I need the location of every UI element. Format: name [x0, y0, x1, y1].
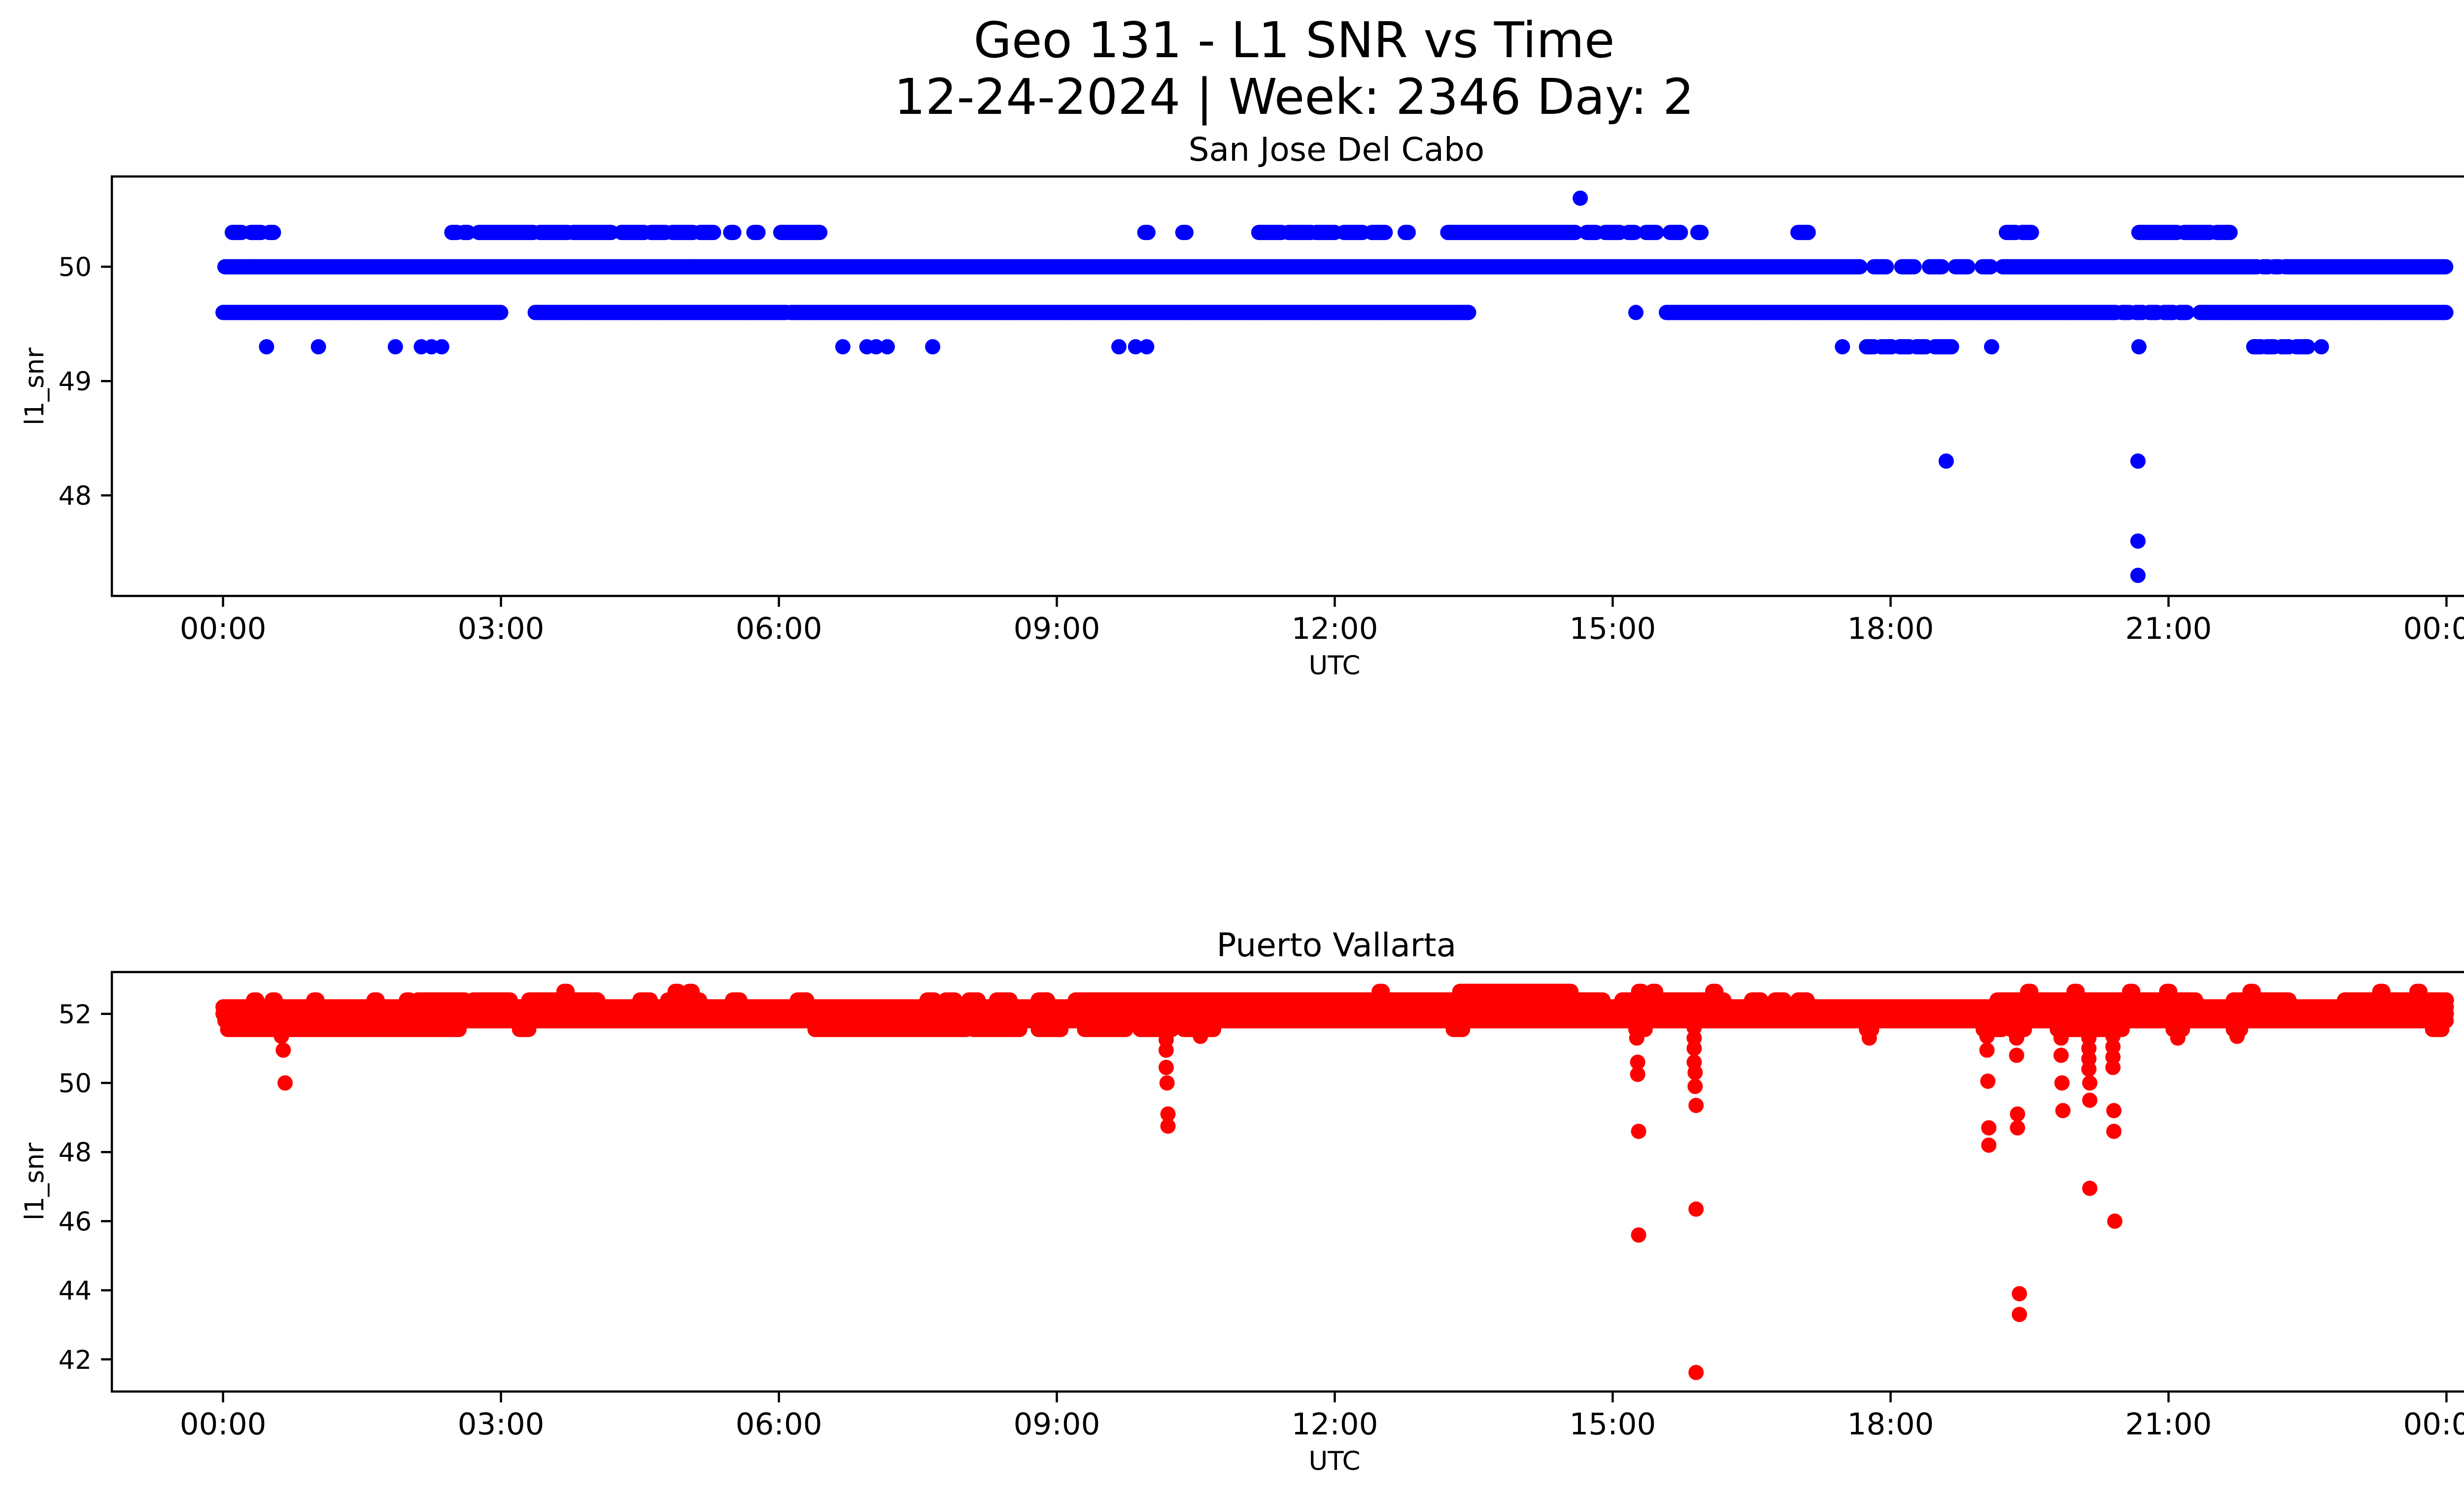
data-point [751, 225, 766, 240]
data-point [1111, 339, 1127, 354]
data-point [259, 339, 274, 354]
data-point [925, 339, 940, 354]
y-axis-label-top: l1_snr [20, 348, 50, 425]
data-point [2024, 225, 2039, 240]
x-tick-label: 21:00 [2125, 611, 2212, 646]
x-tick-label: 12:00 [1292, 1407, 1378, 1442]
data-point [266, 225, 281, 240]
x-tick-label: 09:00 [1014, 1407, 1100, 1442]
data-point [1673, 225, 1688, 240]
data-point [1944, 339, 1959, 354]
data-point [1852, 259, 1868, 275]
data-point [1835, 339, 1850, 354]
data-point [812, 225, 827, 240]
data-point [1960, 259, 1976, 275]
x-tick-label: 03:00 [458, 1407, 545, 1442]
y-tick-label: 50 [59, 252, 92, 282]
data-point [1401, 225, 1416, 240]
data-point [493, 305, 509, 320]
scatter-points-san-jose-del-cabo [215, 191, 2454, 583]
data-point [880, 339, 895, 354]
data-point [1801, 225, 1816, 240]
data-point [2223, 225, 2238, 240]
data-point [1140, 225, 1156, 240]
data-point [1984, 339, 1999, 354]
x-tick-label: 00:00 [2403, 1407, 2464, 1442]
data-point [2314, 339, 2329, 354]
data-point [2438, 259, 2453, 275]
figure-title-line2: 12-24-2024 | Week: 2346 Day: 2 [894, 68, 1694, 126]
data-point [706, 225, 721, 240]
data-point [2130, 533, 2146, 549]
data-point [1377, 225, 1393, 240]
y-tick-label: 44 [59, 1276, 92, 1306]
x-tick-label: 00:00 [180, 1407, 267, 1442]
y-tick-label: 50 [59, 1069, 92, 1099]
data-point [1934, 259, 1950, 275]
x-tick-label: 06:00 [736, 611, 822, 646]
x-tick-label: 15:00 [1570, 611, 1656, 646]
x-axis-label-bottom: UTC [1308, 1446, 1360, 1476]
data-point [2179, 305, 2194, 320]
data-point [2130, 568, 2146, 583]
data-point [1628, 305, 1643, 320]
y-tick-label: 46 [59, 1207, 92, 1237]
y-tick-label: 42 [59, 1345, 92, 1375]
data-point [2300, 339, 2315, 354]
subplot-san-jose-del-cabo: San Jose Del Cabo l1_snr UTC 00:00 03:00 0… [20, 131, 2464, 681]
data-point [1907, 259, 1922, 275]
subplot-title-puerto-vallarta: Puerto Vallarta [1217, 926, 1457, 964]
subplot-title-san-jose-del-cabo: San Jose Del Cabo [1189, 131, 1485, 169]
x-tick-label: 00:00 [2403, 611, 2464, 646]
x-tick-label: 06:00 [736, 1407, 822, 1442]
data-point [311, 339, 326, 354]
data-point [1879, 259, 1894, 275]
data-point [1693, 225, 1709, 240]
y-tick-label: 48 [59, 481, 92, 511]
y-tick-label: 48 [59, 1138, 92, 1168]
data-point [2131, 339, 2147, 354]
scatter-points-puerto-vallarta [215, 984, 2454, 1380]
x-tick-label: 09:00 [1014, 611, 1100, 646]
y-tick-label: 52 [59, 1000, 92, 1030]
data-point [1461, 305, 1476, 320]
data-point [388, 339, 403, 354]
x-tick-label: 15:00 [1570, 1407, 1656, 1442]
data-point [434, 339, 449, 354]
y-axis-label-bottom: l1_snr [20, 1143, 50, 1220]
x-tick-label: 00:00 [180, 611, 267, 646]
data-point [1573, 191, 1588, 206]
data-point [1649, 225, 1664, 240]
data-point [1139, 339, 1154, 354]
data-point [1178, 225, 1194, 240]
data-point [2130, 453, 2146, 469]
x-tick-label: 21:00 [2125, 1407, 2212, 1442]
axis-ticks-bottom: 00:00 03:00 06:00 09:00 12:00 15:00 18:00 21:00… [59, 1000, 2464, 1442]
x-tick-label: 12:00 [1292, 611, 1378, 646]
data-point [726, 225, 742, 240]
data-point [1939, 453, 1954, 469]
x-axis-label-top: UTC [1308, 651, 1360, 681]
data-point [835, 339, 851, 354]
subplot-puerto-vallarta: Puerto Vallarta l1_snr UTC 00:00 03:00 06:… [20, 926, 2464, 1476]
y-tick-label: 49 [59, 367, 92, 397]
x-tick-label: 03:00 [458, 611, 545, 646]
x-tick-label: 18:00 [1848, 1407, 1934, 1442]
figure-title-line1: Geo 131 - L1 SNR vs Time [974, 11, 1615, 69]
x-tick-label: 18:00 [1848, 611, 1934, 646]
data-point [2438, 305, 2454, 320]
